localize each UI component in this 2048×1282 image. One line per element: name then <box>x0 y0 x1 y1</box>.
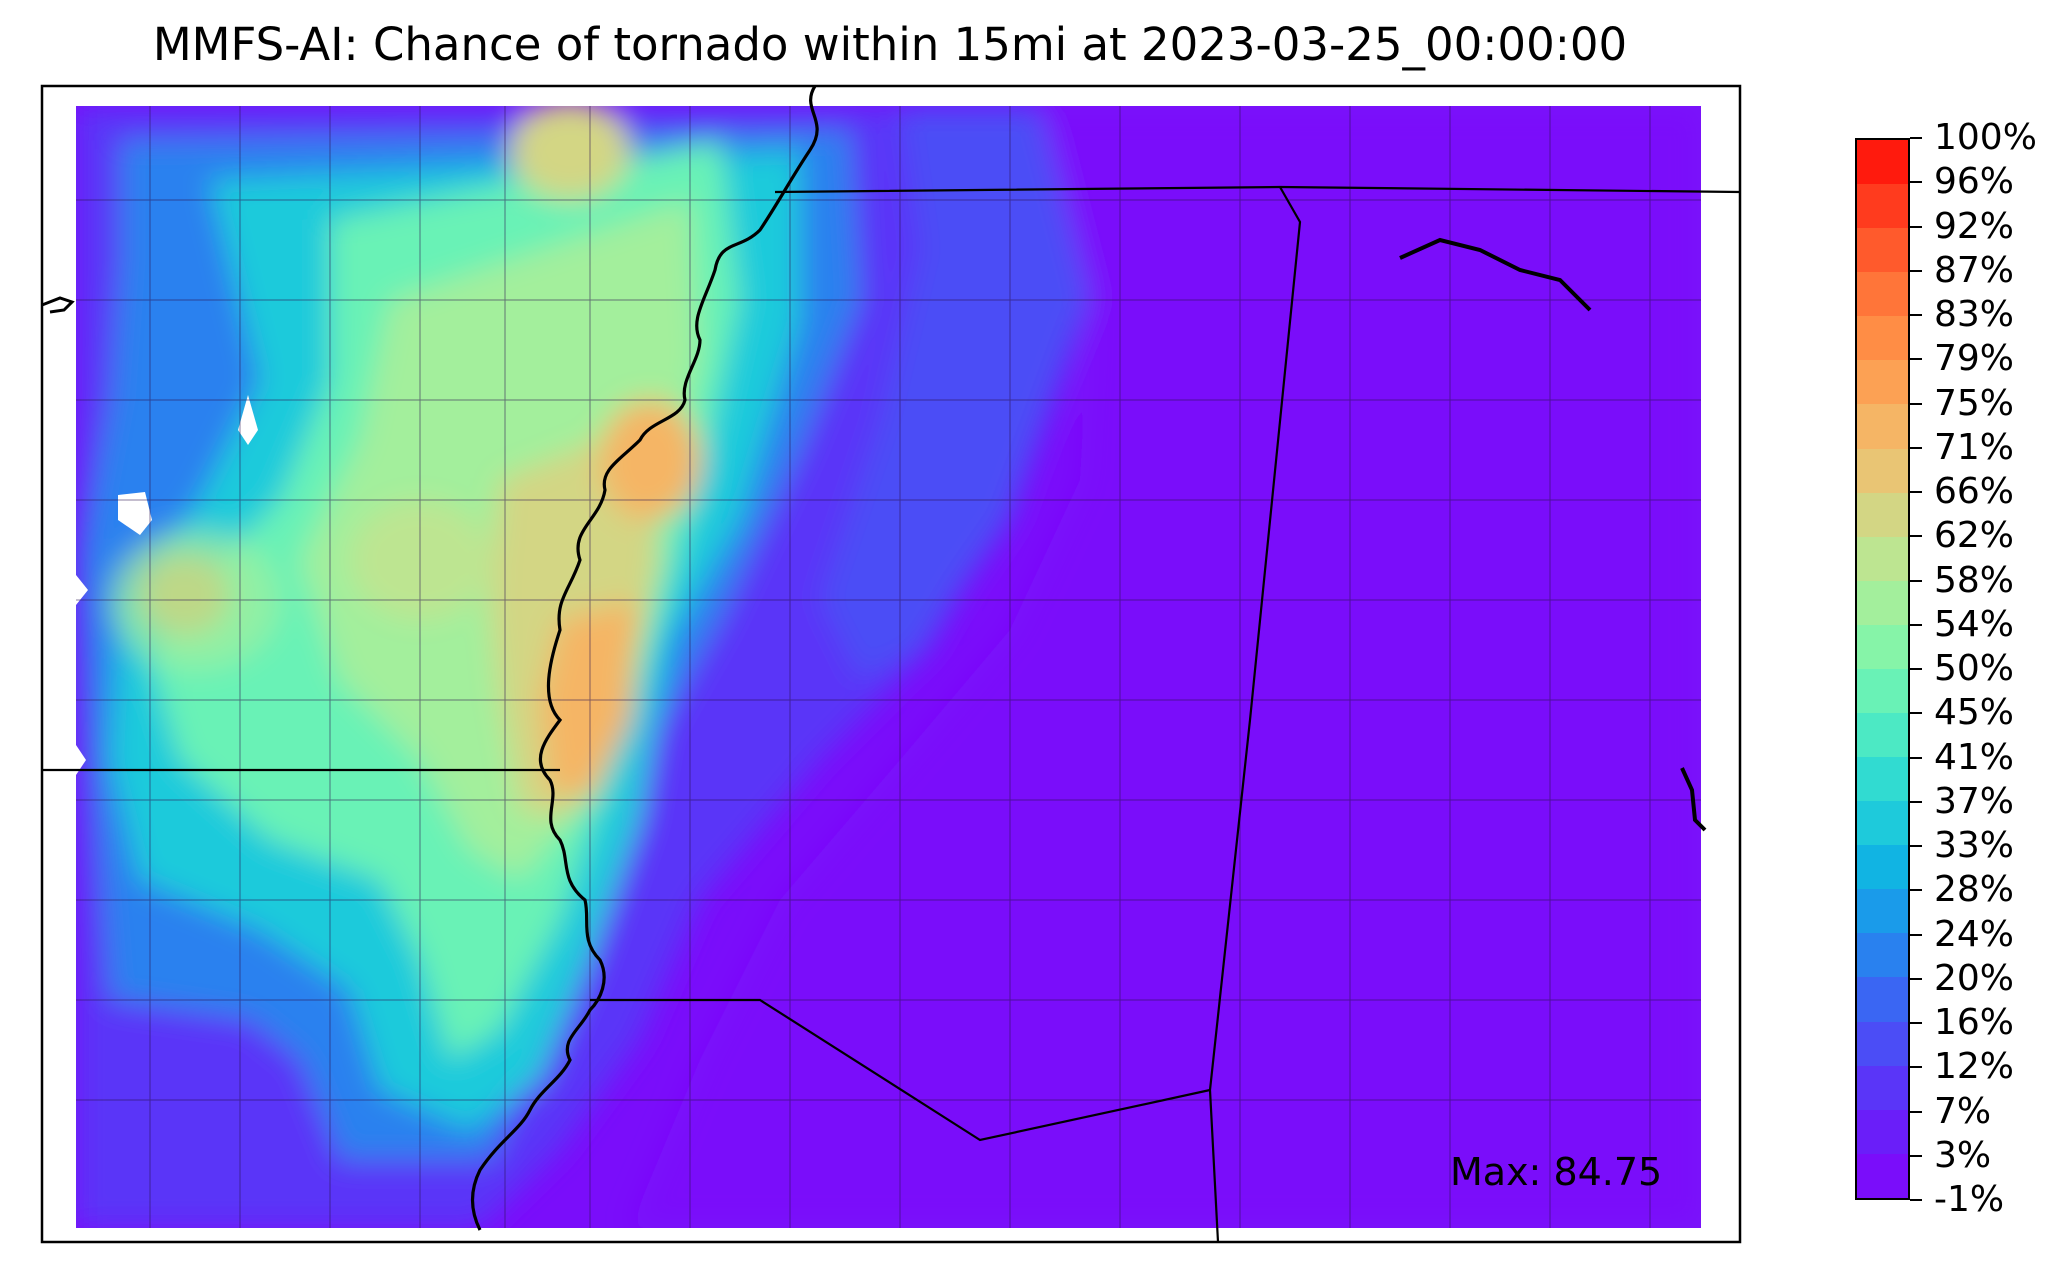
colorbar-segment <box>1857 1109 1908 1154</box>
state-boundaries <box>42 185 1741 1243</box>
map-title: MMFS-AI: Chance of tornado within 15mi a… <box>152 18 1628 71</box>
missing-data-patch <box>76 745 86 775</box>
colorbar-segment <box>1857 580 1908 625</box>
colorbar-tick-mark <box>1910 269 1922 272</box>
colorbar-segment <box>1857 624 1908 669</box>
colorbar-tick-mark <box>1910 535 1922 538</box>
colorbar-tick-mark <box>1910 1110 1922 1113</box>
colorbar-tick-mark <box>1910 314 1922 316</box>
colorbar-tick-label: 16% <box>1934 1002 2015 1043</box>
colorbar-segment <box>1857 184 1908 229</box>
colorbar-tick-label: 87% <box>1934 249 2015 291</box>
colorbar-tick-mark <box>1910 491 1922 493</box>
colorbar-tick-mark <box>1910 181 1922 184</box>
field-hotspot-north <box>510 106 630 200</box>
colorbar-tick-mark <box>1910 402 1922 405</box>
colorbar-tick-label: 37% <box>1934 780 2015 822</box>
colorbar-tick-mark <box>1910 756 1922 759</box>
colorbar-tick-mark <box>1910 1066 1922 1069</box>
colorbar-segment <box>1857 360 1908 405</box>
eastern-river <box>1680 767 1707 832</box>
colorbar-segment <box>1857 1065 1908 1110</box>
colorbar-tick-label: 100% <box>1934 117 2037 158</box>
colorbar-segment <box>1857 713 1908 758</box>
colorbar-segment <box>1857 1153 1908 1198</box>
colorbar-segment <box>1857 845 1908 890</box>
colorbar-tick-label: 75% <box>1934 382 2015 424</box>
colorbar-tick-label: 3% <box>1934 1134 1992 1176</box>
map-frame <box>40 84 1742 1244</box>
colorbar-segment <box>1857 492 1908 537</box>
colorbar-segment <box>1857 316 1908 361</box>
field-hotspot-river <box>600 400 700 520</box>
county-boundaries <box>76 106 1701 1228</box>
colorbar-tick-label: 45% <box>1934 692 2015 734</box>
colorbar-tick-mark <box>1910 1022 1922 1024</box>
field-region-east-low <box>630 106 1701 1228</box>
colorbar-tick-mark <box>1910 845 1922 847</box>
colorbar-tick-mark <box>1910 623 1922 626</box>
colorbar-tick-mark <box>1910 1154 1922 1157</box>
missing-data-patch <box>76 575 88 605</box>
colorbar-tick-mark <box>1910 933 1922 936</box>
colorbar-tick-label: 20% <box>1934 957 2015 999</box>
colorbar-tick-mark <box>1910 446 1922 449</box>
colorbar-tick-label: 7% <box>1934 1090 1992 1132</box>
mississippi-river <box>470 85 819 1231</box>
colorbar-tick-mark <box>1910 137 1922 139</box>
colorbar-tick-mark <box>1910 712 1922 715</box>
colorbar-segment <box>1857 404 1908 449</box>
colorbar-tick-label: 33% <box>1934 825 2015 866</box>
colorbar-tick-mark <box>1910 1199 1922 1201</box>
probability-field <box>76 106 1701 1228</box>
tennessee-river <box>1399 237 1592 312</box>
colorbar-tick-label: 28% <box>1934 869 2015 911</box>
colorbar-tick-label: 79% <box>1934 338 2015 380</box>
colorbar-tick-label: -1% <box>1934 1179 2005 1220</box>
colorbar-tick-label: 71% <box>1934 426 2015 468</box>
colorbar-tick-mark <box>1910 579 1922 582</box>
colorbar-segment <box>1857 801 1908 846</box>
colorbar-tick-label: 50% <box>1934 648 2015 689</box>
missing-data-patch <box>118 492 152 535</box>
missing-data-patch <box>238 395 258 445</box>
colorbar-tick-label: 54% <box>1934 603 2015 645</box>
max-value-label: Max: 84.75 <box>1450 1150 1663 1194</box>
colorbar-segment <box>1857 977 1908 1022</box>
field-region-east-mid <box>820 106 1090 680</box>
colorbar-tick-label: 96% <box>1934 161 2015 203</box>
colorbar-tick-label: 66% <box>1934 471 2015 512</box>
colorbar-tick-mark <box>1910 225 1922 228</box>
colorbar-tick-mark <box>1910 358 1922 361</box>
colorbar-tick-mark <box>1910 889 1922 892</box>
colorbar-tick-mark <box>1910 977 1922 980</box>
colorbar-segment <box>1857 448 1908 493</box>
colorbar-tick-mark <box>1910 668 1922 670</box>
colorbar-tick-label: 12% <box>1934 1046 2015 1088</box>
colorbar-segment <box>1857 228 1908 273</box>
colorbar-segment <box>1857 1021 1908 1066</box>
colorbar-segment <box>1857 933 1908 978</box>
colorbar-tick-label: 24% <box>1934 913 2015 955</box>
colorbar-tick-label: 41% <box>1934 736 2015 778</box>
colorbar-segment <box>1857 668 1908 714</box>
colorbar-tick-mark <box>1910 800 1922 803</box>
colorbar-tick-label: 58% <box>1934 559 2015 601</box>
colorbar-tick-label: 83% <box>1934 294 2015 335</box>
colorbar <box>1855 138 1910 1200</box>
colorbar-ticks: 100% 96% 92% 87% 83% 79% 75% 71% 66% 62% 58% 54% 50%… <box>1910 117 2048 1220</box>
colorbar-tick-label: 62% <box>1934 515 2015 557</box>
colorbar-segment <box>1857 140 1908 185</box>
colorbar-segment <box>1857 889 1908 934</box>
colorbar-segment <box>1857 757 1908 802</box>
colorbar-segment <box>1857 272 1908 317</box>
colorbar-segment <box>1857 536 1908 581</box>
western-river-fragment <box>41 296 75 314</box>
colorbar-tick-label: 92% <box>1934 205 2015 247</box>
